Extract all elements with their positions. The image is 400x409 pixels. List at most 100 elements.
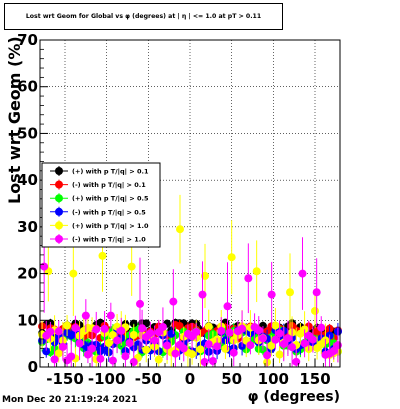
legend-marker <box>55 194 63 203</box>
data-point <box>196 345 205 354</box>
data-point <box>88 344 97 353</box>
data-point <box>213 342 222 351</box>
legend-marker <box>55 180 63 189</box>
data-point <box>129 319 138 328</box>
data-point <box>275 329 284 338</box>
data-point <box>217 326 226 335</box>
data-point <box>58 342 67 351</box>
x-tick-label: -100 <box>88 370 126 388</box>
footer-timestamp: Mon Dec 20 21:19:24 2021 <box>2 395 138 405</box>
data-point <box>263 351 272 360</box>
data-point <box>175 322 184 331</box>
x-tick-label: 150 <box>299 370 330 388</box>
data-point <box>204 340 213 349</box>
data-point <box>46 327 55 336</box>
data-point <box>117 326 126 335</box>
y-axis-label: Lost wrt Geom (%) <box>5 36 24 204</box>
data-point <box>267 290 276 299</box>
data-point <box>158 322 167 331</box>
data-point <box>75 339 84 348</box>
y-tick-label: 60 <box>17 78 38 96</box>
data-point <box>317 323 326 332</box>
data-point <box>136 299 144 308</box>
legend-entry: (-) with p T/|q| > 0.1 <box>72 181 146 190</box>
data-point <box>308 335 317 344</box>
data-point <box>300 339 309 348</box>
data-point <box>81 311 90 320</box>
legend-marker <box>55 235 63 243</box>
data-point <box>188 350 197 359</box>
y-tick-label: 30 <box>17 218 38 236</box>
x-tick-label: 50 <box>221 370 242 388</box>
data-point <box>192 327 201 336</box>
data-point <box>69 269 78 278</box>
data-point <box>146 329 155 338</box>
y-tick-label: 70 <box>17 31 38 49</box>
legend: (+) with p T/|q| > 0.1 (-) with p T/|q| >… <box>41 162 161 248</box>
data-point <box>179 344 188 353</box>
data-point <box>108 331 117 340</box>
y-tick-label: 10 <box>17 311 38 329</box>
legend-entry: (+) with p T/|q| > 0.5 <box>72 195 149 204</box>
legend-entry: (+) with p T/|q| > 1.0 <box>72 222 149 231</box>
data-point <box>271 335 280 344</box>
data-point <box>138 324 147 333</box>
data-point <box>244 274 253 283</box>
chart-title-box: Lost wrt Geom for Global vs φ (degrees) … <box>4 3 283 30</box>
data-point <box>83 350 92 359</box>
x-tick-label: 100 <box>258 370 289 388</box>
data-point <box>113 336 122 345</box>
legend-entry: (-) with p T/|q| > 0.5 <box>72 208 146 217</box>
x-tick-label: 0 <box>185 370 195 388</box>
data-point <box>298 269 307 278</box>
data-point <box>221 344 230 353</box>
data-point <box>267 341 276 350</box>
data-point <box>258 334 267 343</box>
y-tick-label: 40 <box>17 171 38 189</box>
data-point <box>198 290 207 299</box>
data-point <box>50 355 59 364</box>
data-point <box>108 356 117 365</box>
data-point <box>92 325 101 334</box>
data-point <box>96 354 105 363</box>
y-tick-label: 0 <box>28 358 38 376</box>
data-point <box>229 348 238 357</box>
data-point <box>311 306 319 315</box>
data-point <box>71 323 80 332</box>
data-point <box>271 321 280 330</box>
data-point <box>100 324 109 333</box>
data-point <box>252 267 261 276</box>
legend-marker <box>55 167 63 175</box>
data-point <box>312 288 321 297</box>
data-points <box>38 194 342 367</box>
data-point <box>54 349 63 358</box>
data-point <box>127 262 136 271</box>
data-point <box>40 262 49 271</box>
data-point <box>208 356 217 365</box>
data-point <box>275 350 284 359</box>
axis-ticks: -150 -100 -50 0 50 100 150 0 10 20 30 40 50 60 70 <box>17 31 333 388</box>
data-point <box>169 297 178 306</box>
data-point <box>154 355 163 364</box>
data-point <box>163 341 172 350</box>
data-point <box>329 347 338 356</box>
x-tick-label: -50 <box>135 370 162 388</box>
data-point <box>279 340 288 349</box>
data-point <box>254 326 263 335</box>
data-point <box>227 253 236 262</box>
data-point <box>63 321 72 330</box>
data-point <box>125 339 134 348</box>
data-point <box>333 341 342 350</box>
data-point <box>283 334 292 343</box>
y-tick-label: 50 <box>17 124 38 142</box>
data-point <box>54 327 63 336</box>
data-point <box>67 352 76 361</box>
data-point <box>150 336 159 345</box>
data-point <box>246 341 255 350</box>
data-point <box>121 352 130 361</box>
legend-entry: (-) with p T/|q| > 1.0 <box>72 236 146 245</box>
data-point <box>292 357 301 366</box>
data-point <box>98 251 107 260</box>
data-point <box>200 357 209 366</box>
data-point <box>176 225 184 234</box>
